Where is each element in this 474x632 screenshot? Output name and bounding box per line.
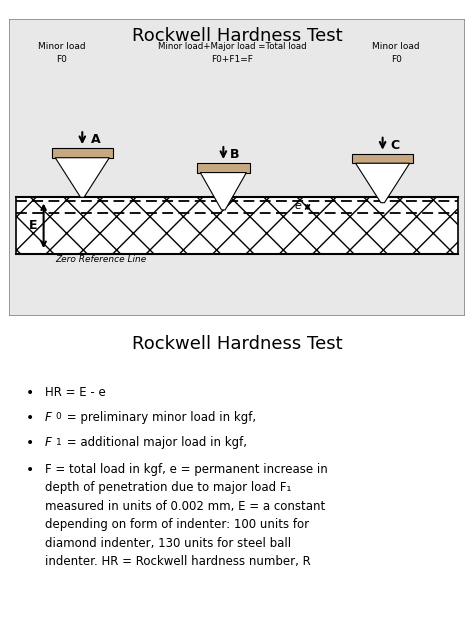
Bar (16, 197, 458, 255)
Bar (197, 163, 249, 173)
Text: F0: F0 (56, 55, 67, 64)
Text: 1: 1 (55, 437, 61, 447)
Text: A: A (91, 133, 100, 147)
Text: e: e (294, 201, 301, 211)
Text: Zero Reference Line: Zero Reference Line (55, 255, 146, 264)
Text: •: • (26, 386, 34, 399)
Text: Minor load: Minor load (38, 42, 86, 51)
Text: = preliminary minor load in kgf,: = preliminary minor load in kgf, (63, 411, 256, 424)
Polygon shape (201, 173, 246, 210)
Bar (352, 154, 413, 163)
Text: F = total load in kgf, e = permanent increase in
depth of penetration due to maj: F = total load in kgf, e = permanent inc… (45, 463, 328, 568)
Text: Minor load: Minor load (373, 42, 420, 51)
Polygon shape (55, 158, 109, 197)
Text: F0+F1=F: F0+F1=F (211, 55, 254, 64)
Text: E: E (29, 219, 38, 233)
Text: Rockwell Hardness Test: Rockwell Hardness Test (132, 336, 342, 353)
Text: 0: 0 (55, 413, 61, 422)
Text: Minor load+Major load =Total load: Minor load+Major load =Total load (158, 42, 307, 51)
Text: C: C (391, 139, 400, 152)
Text: = additional major load in kgf,: = additional major load in kgf, (63, 436, 247, 449)
Text: B: B (230, 149, 240, 161)
Text: HR = E - e: HR = E - e (45, 386, 106, 399)
Text: F: F (45, 436, 52, 449)
Text: F0: F0 (391, 55, 401, 64)
Text: •: • (26, 463, 34, 477)
Text: Rockwell Hardness Test: Rockwell Hardness Test (132, 27, 342, 45)
Text: •: • (26, 436, 34, 450)
Polygon shape (356, 163, 410, 203)
Text: •: • (26, 411, 34, 425)
Text: F: F (45, 411, 52, 424)
Bar (52, 149, 113, 158)
